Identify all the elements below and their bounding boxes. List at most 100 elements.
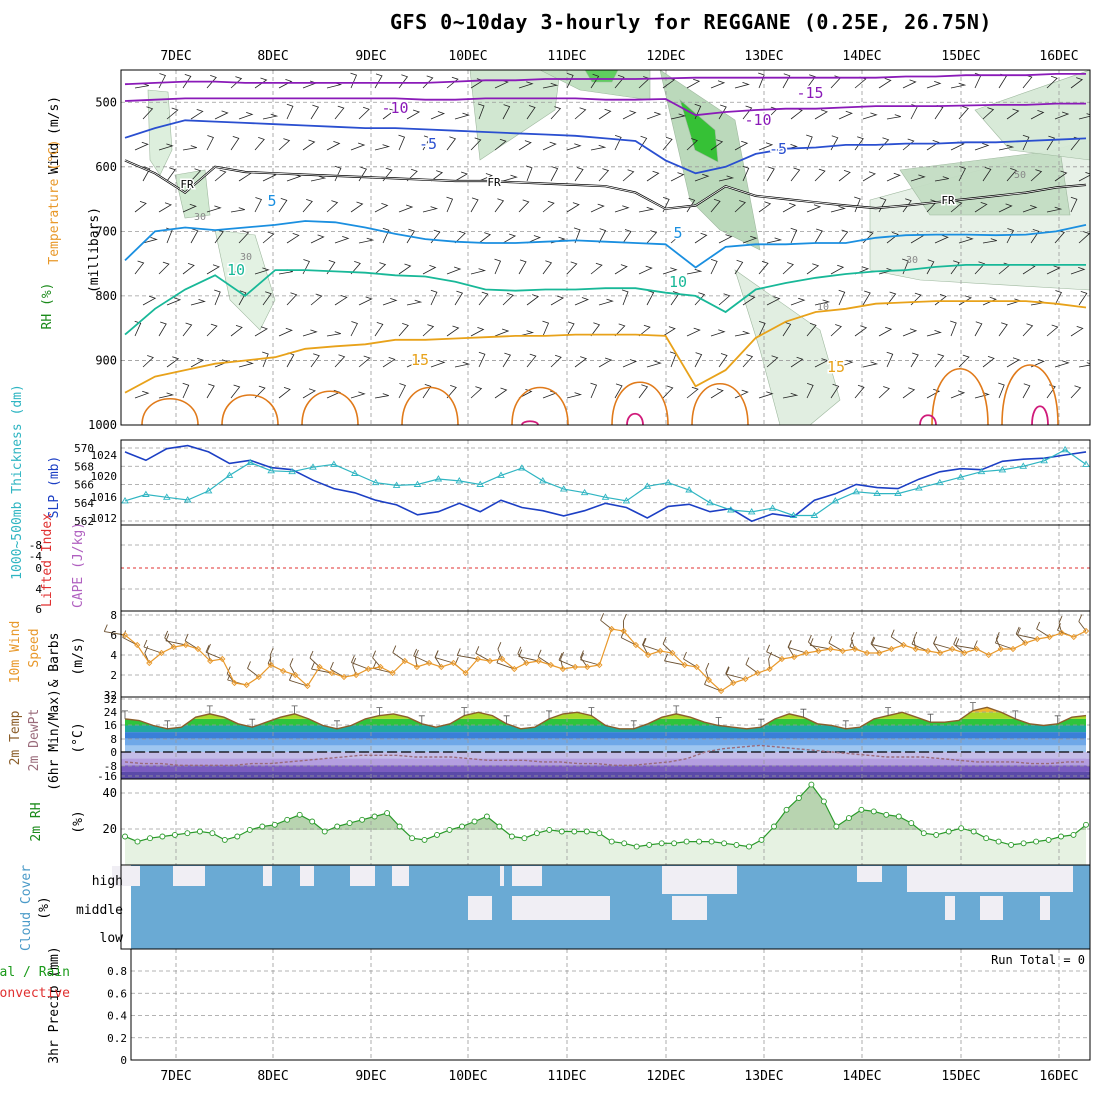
wind-barb (526, 105, 536, 120)
rh-blob (147, 89, 173, 176)
pressure-tick-label: 600 (95, 160, 117, 174)
wind-barb (278, 387, 291, 399)
p8-convective-label: Convective (0, 986, 70, 1001)
wind-barb (998, 144, 1015, 151)
wind-barb (878, 386, 890, 399)
wind-barb (262, 231, 275, 244)
wind-barb (302, 329, 318, 337)
rh-point (820, 798, 827, 805)
wind-barb (950, 82, 967, 89)
rh-point (171, 831, 178, 838)
wind-barb (574, 107, 587, 120)
wind-barb (686, 78, 701, 89)
thickness-point (664, 478, 672, 486)
wind-barb (422, 384, 432, 399)
wind-barb (886, 114, 901, 120)
surface-barb (642, 644, 661, 652)
wind-barb (982, 296, 997, 306)
rh-point (284, 816, 291, 823)
rh-contour-label: 30 (194, 212, 206, 223)
wind-speed-point (1009, 645, 1017, 653)
wind-barb (638, 324, 651, 337)
date-label-top: 16DEC (1039, 49, 1078, 64)
thickness-point (643, 482, 652, 489)
high-cloud-gap (857, 866, 882, 882)
surface-barb-flag (870, 636, 875, 644)
isotherm-label: 5 (267, 192, 276, 210)
surface-barb-flag (289, 658, 294, 666)
slp-tick-label: 1024 (91, 449, 118, 462)
wind-speed-point (243, 681, 250, 689)
rh-point (296, 811, 303, 818)
wind-speed-point (547, 661, 554, 669)
wind-barb (814, 358, 829, 368)
wind-barb (254, 385, 266, 399)
wind-barb (838, 110, 853, 120)
warm-isotherms (141, 364, 1059, 425)
wind-barb (982, 167, 992, 182)
wind-speed-line (124, 628, 1087, 692)
wind-speed-point (413, 663, 421, 671)
slp-tick-label: 1020 (91, 470, 118, 483)
surface-barb-flag (828, 636, 833, 644)
surface-barb (1036, 628, 1050, 638)
wind-speed-point (754, 669, 761, 677)
wind-speed-point (255, 673, 262, 681)
high-cloud-gap (662, 866, 737, 894)
wind-barb (286, 233, 300, 244)
wind-barb (334, 354, 346, 368)
minmax-marker (206, 705, 213, 714)
wind-barb (734, 389, 749, 399)
rh-point (583, 828, 590, 835)
wind-barb (758, 321, 766, 337)
wind-barb (566, 321, 575, 337)
isotherm-15 (124, 300, 1087, 394)
wind-speed-point (1022, 639, 1029, 647)
rh-point (658, 840, 665, 847)
wind-barb (518, 259, 527, 275)
wind-barb (550, 106, 562, 120)
date-label-top: 13DEC (744, 49, 783, 64)
surface-barb (787, 646, 807, 654)
p4-barbs-label: & Barbs (47, 633, 62, 688)
temp-band (125, 732, 1086, 739)
wind-barb (430, 111, 446, 120)
wind-speed-point (900, 641, 907, 649)
wind-barb (622, 359, 638, 368)
high-cloud-gap (173, 866, 205, 886)
wind-barb (406, 228, 416, 244)
temp-line (124, 706, 1087, 730)
wind-barb (646, 290, 655, 306)
thickness-tick-label: 562 (74, 515, 94, 528)
wind-barb (310, 175, 327, 182)
minmax-marker (503, 715, 510, 724)
cold-band (121, 765, 1090, 772)
rh-point (521, 835, 528, 842)
surface-barb (558, 659, 576, 668)
wind-barb (550, 295, 565, 306)
rh-point (483, 813, 490, 820)
wind-barb (782, 202, 797, 213)
wind-barb (142, 237, 158, 244)
wind-barb (1022, 205, 1038, 213)
wind-speed-point (401, 657, 408, 665)
li-tick-label: 0 (35, 562, 42, 575)
isotherm-label: 15 (827, 358, 845, 376)
wind-barb (974, 143, 990, 151)
wind-barb (974, 321, 983, 337)
hot-contour (919, 414, 937, 425)
wind-barb (686, 386, 699, 399)
rh-point (271, 821, 278, 828)
wind-barb (718, 293, 731, 306)
surface-barb (143, 646, 162, 654)
wind-speed-point (669, 649, 676, 657)
side-labels: Wind (m/s) Temperature (°C) RH (%) (mill… (0, 96, 102, 1064)
wind-barb (518, 199, 530, 213)
wind-speed-point (523, 659, 530, 667)
surface-barb-flag (953, 637, 958, 645)
temperature-grid (121, 697, 1090, 779)
wind-barb (350, 321, 358, 337)
wind-barb (974, 261, 986, 275)
rh-blob (469, 70, 561, 161)
rh-point (933, 831, 940, 838)
